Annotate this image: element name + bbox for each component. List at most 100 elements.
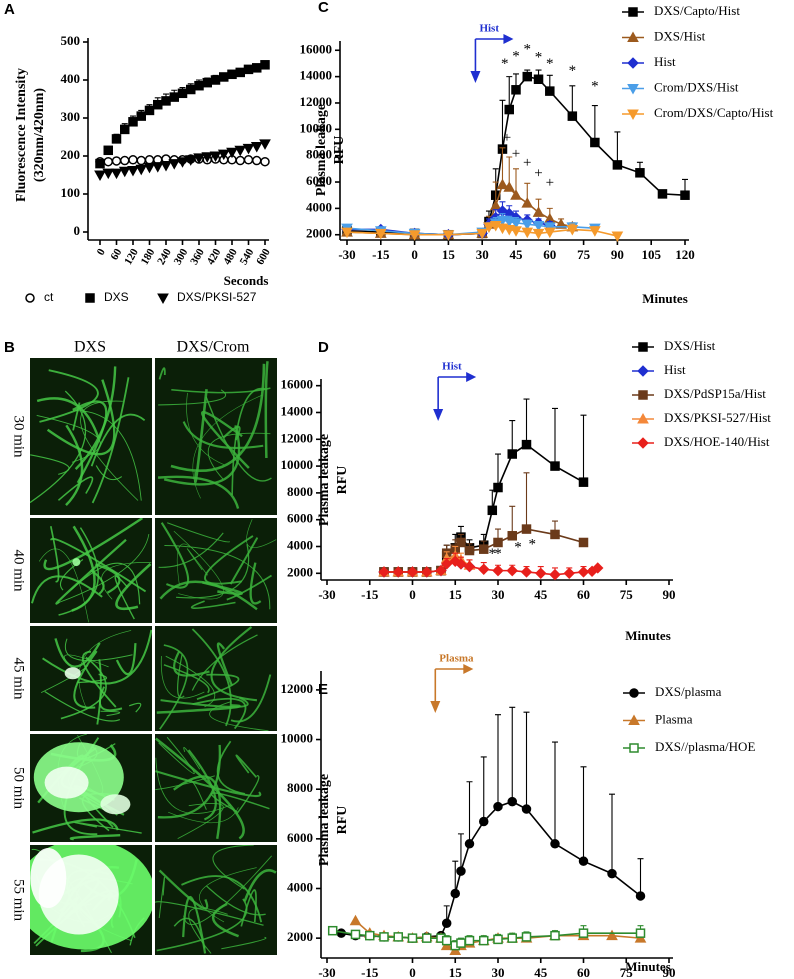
y-tick-label: 14000 bbox=[300, 68, 333, 83]
vessel bbox=[74, 821, 142, 834]
image bbox=[30, 518, 152, 623]
marker bbox=[510, 189, 522, 200]
vessel bbox=[155, 757, 232, 814]
marker bbox=[349, 914, 362, 926]
error-bar bbox=[506, 76, 513, 110]
vessel bbox=[155, 737, 245, 840]
marker bbox=[210, 75, 221, 85]
vessel bbox=[115, 643, 137, 676]
y-axis-title: Fluorescence Intensity bbox=[14, 68, 29, 202]
y-axis-title: RFU bbox=[335, 806, 350, 835]
marker bbox=[153, 99, 163, 110]
x-tick-label: 90 bbox=[611, 247, 624, 262]
marker bbox=[260, 60, 270, 70]
marker bbox=[680, 190, 690, 200]
marker bbox=[110, 168, 123, 180]
y-tick-label: 4000 bbox=[287, 879, 313, 894]
vessel bbox=[173, 917, 206, 949]
marker bbox=[455, 558, 467, 570]
image bbox=[155, 734, 277, 842]
marker bbox=[521, 932, 532, 942]
y-tick-label: 10000 bbox=[300, 120, 333, 135]
significance-mark: + bbox=[546, 175, 554, 191]
vessel bbox=[183, 855, 273, 925]
marker bbox=[118, 166, 131, 178]
error-bar bbox=[495, 453, 501, 488]
vessel bbox=[186, 392, 225, 465]
vessel bbox=[199, 867, 257, 923]
vessel bbox=[183, 747, 201, 770]
vessel bbox=[71, 525, 96, 612]
annotation-label: Plasma bbox=[439, 653, 474, 665]
vessel bbox=[167, 522, 231, 543]
significance-mark: * bbox=[535, 50, 543, 66]
marker bbox=[635, 168, 645, 178]
vessel bbox=[158, 869, 209, 910]
vessel bbox=[240, 889, 257, 927]
y-axis-title: Plasma leakage bbox=[314, 104, 329, 196]
x-axis-title: Minutes bbox=[625, 959, 671, 974]
vessel bbox=[192, 697, 247, 730]
vessel bbox=[73, 650, 98, 709]
marker bbox=[379, 932, 389, 942]
marker bbox=[176, 157, 189, 168]
marker bbox=[235, 67, 245, 78]
y-tick-label: 6000 bbox=[287, 830, 313, 845]
vessel bbox=[206, 885, 266, 916]
x-tick-label: 30 bbox=[492, 965, 505, 979]
error-bar bbox=[552, 741, 558, 844]
error-bar bbox=[509, 419, 516, 455]
vessel bbox=[264, 361, 269, 459]
marker bbox=[590, 137, 600, 148]
marker bbox=[378, 566, 390, 578]
marker bbox=[520, 566, 533, 578]
marker bbox=[120, 124, 130, 135]
vessel bbox=[101, 562, 152, 600]
vessel bbox=[128, 702, 142, 713]
vessel bbox=[158, 532, 224, 568]
vessel bbox=[210, 626, 258, 702]
legend-label: DXS//plasma/HOE bbox=[655, 739, 755, 754]
vessel bbox=[159, 580, 258, 611]
series bbox=[327, 925, 646, 951]
marker bbox=[532, 228, 545, 240]
marker bbox=[143, 162, 156, 174]
vessel bbox=[155, 770, 262, 798]
marker bbox=[550, 529, 560, 540]
vessel bbox=[70, 562, 141, 605]
vessel bbox=[39, 369, 99, 423]
marker bbox=[627, 31, 639, 42]
arrow-head bbox=[463, 664, 474, 674]
x-tick-label: 60 bbox=[577, 965, 590, 979]
marker bbox=[521, 197, 534, 208]
y-tick-label: 2000 bbox=[306, 226, 332, 241]
vessel bbox=[176, 543, 199, 586]
error-bar bbox=[480, 756, 487, 822]
vessel bbox=[159, 644, 189, 730]
marker bbox=[440, 558, 453, 570]
marker bbox=[521, 219, 534, 231]
vessel bbox=[204, 535, 254, 585]
y-tick-label: 16000 bbox=[300, 41, 333, 56]
series bbox=[336, 706, 646, 943]
vessel bbox=[81, 650, 117, 708]
y-axis-title: (320nm/420nm) bbox=[32, 88, 47, 182]
vessel bbox=[212, 845, 254, 890]
legend-label: Crom/DXS/Capto/Hist bbox=[654, 105, 774, 120]
marker bbox=[111, 134, 122, 144]
vessel bbox=[201, 410, 250, 469]
marker bbox=[611, 231, 624, 243]
marker bbox=[226, 147, 238, 159]
y-tick-label: 10000 bbox=[281, 731, 314, 746]
marker bbox=[510, 218, 522, 229]
marker bbox=[463, 560, 476, 573]
x-tick-label: 75 bbox=[620, 587, 634, 602]
x-tick-label: 75 bbox=[620, 965, 634, 979]
legend-label: Plasma bbox=[655, 711, 693, 726]
series bbox=[379, 472, 589, 577]
significance-mark: * bbox=[528, 537, 536, 553]
marker bbox=[252, 155, 262, 166]
error-bar bbox=[499, 99, 506, 150]
panel-label: E bbox=[318, 681, 328, 698]
marker bbox=[194, 80, 204, 91]
